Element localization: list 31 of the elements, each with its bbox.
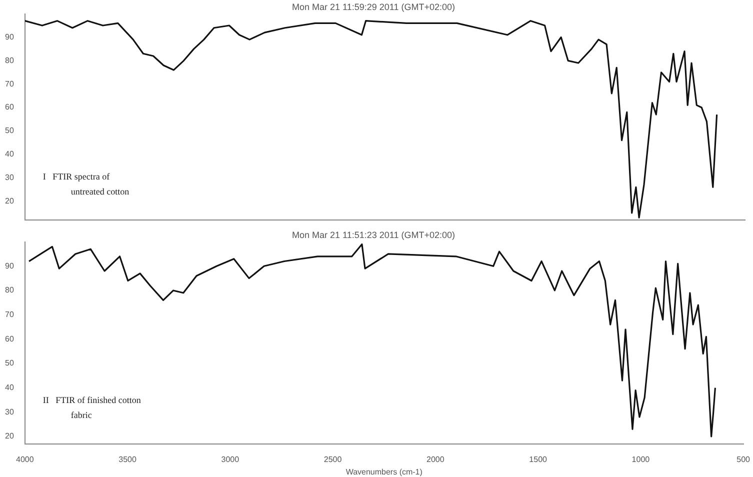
y-tick-label: 50	[4, 358, 14, 368]
x-tick-label: 3500	[118, 454, 137, 464]
y-tick-label: 60	[4, 334, 14, 344]
y-tick-label: 50	[4, 126, 14, 136]
annotation: I FTIR spectra of	[42, 171, 110, 182]
y-tick-label: 70	[4, 310, 14, 320]
y-tick-label: 60	[4, 102, 14, 112]
y-tick-label: 70	[4, 79, 14, 88]
y-tick-label: 30	[4, 173, 14, 182]
y-tick-label: 90	[4, 32, 14, 42]
x-tick-label: 1000	[632, 454, 650, 464]
y-tick-label: 80	[4, 286, 14, 295]
y-tick-label: 90	[4, 261, 14, 270]
x-tick-label: 2000	[426, 454, 445, 464]
y-tick-label: 20	[4, 432, 14, 441]
x-tick-label: 1500	[529, 454, 548, 464]
annotation: untreated cotton	[70, 186, 130, 196]
x-tick-label: 3000	[221, 454, 240, 464]
y-tick-label: 40	[4, 383, 14, 392]
x-tick-label: 500	[736, 454, 751, 464]
chart-title: Mon Mar 21 11:51:23 2011 (GMT+02:00)	[292, 230, 456, 240]
x-tick-label: 2500	[324, 454, 342, 464]
chart-title: Mon Mar 21 11:59:29 2011 (GMT+02:00)	[292, 2, 456, 12]
x-axis-title: Wavenumbers (cm-1)	[346, 467, 423, 476]
y-tick-label: 80	[4, 56, 14, 65]
y-tick-label: 30	[4, 407, 14, 416]
x-tick-label: 4000	[16, 454, 34, 464]
y-tick-label: 20	[4, 196, 14, 206]
annotation: II FTIR of finished cotton	[42, 395, 142, 406]
y-tick-label: 40	[4, 150, 14, 159]
annotation: fabric	[70, 410, 92, 420]
